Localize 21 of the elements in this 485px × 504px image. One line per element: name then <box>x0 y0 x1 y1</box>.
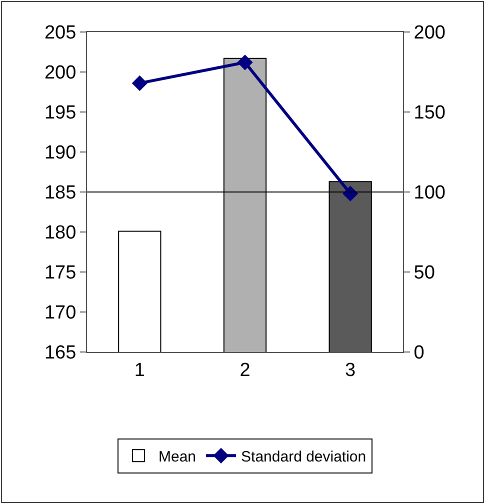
y2-tick-label: 150 <box>414 102 446 124</box>
y-tick-label: 180 <box>44 222 76 244</box>
legend-label: Mean <box>158 448 196 466</box>
legend-label: Standard deviation <box>241 448 366 466</box>
y2-tick-label: 100 <box>414 182 446 204</box>
y-tick-label: 205 <box>44 22 76 44</box>
y-tick-label: 185 <box>44 182 76 204</box>
y2-tick-label: 50 <box>414 262 435 284</box>
point <box>132 75 148 91</box>
point <box>237 54 253 70</box>
y-tick-label: 200 <box>44 62 76 84</box>
x-tick-label: 2 <box>240 360 250 381</box>
x-tick-label: 3 <box>345 360 356 381</box>
x-tick-label: 1 <box>134 360 145 381</box>
y-tick-label: 170 <box>44 302 76 324</box>
y2-tick-label: 0 <box>414 342 424 364</box>
y2-tick-label: 200 <box>414 22 446 44</box>
y-tick-label: 165 <box>44 342 76 364</box>
y-tick-label: 190 <box>44 142 76 164</box>
y-tick-label: 175 <box>44 262 76 284</box>
y-tick-label: 195 <box>44 102 76 124</box>
